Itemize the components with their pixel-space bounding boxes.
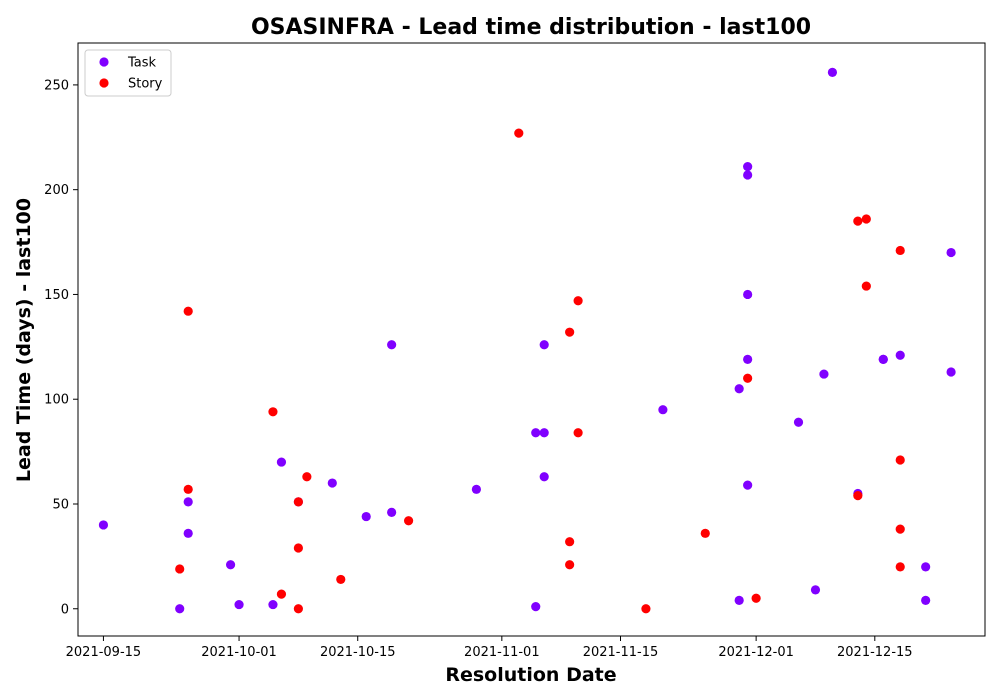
point-story-25 (895, 245, 905, 256)
x-axis-label: Resolution Date (445, 664, 616, 686)
point-task-11 (387, 340, 397, 350)
point-story-16 (573, 428, 583, 438)
point-story-9 (336, 574, 346, 585)
x-tick-label: 2021-10-15 (320, 645, 396, 660)
point-task-29 (819, 369, 829, 379)
legend-label-task: Task (127, 56, 157, 71)
point-story-12 (565, 327, 575, 337)
point-task-12 (387, 507, 397, 517)
point-story-14 (565, 560, 575, 570)
y-tick-label: 100 (44, 393, 69, 408)
point-story-27 (895, 524, 905, 534)
point-task-19 (658, 405, 668, 415)
point-story-7 (293, 604, 303, 614)
y-tick-label: 150 (44, 288, 69, 303)
y-axis: 0 50 100 150 200 250 (44, 78, 78, 617)
point-task-30 (827, 67, 838, 77)
point-task-25 (743, 354, 753, 365)
legend-marker-task (99, 57, 109, 67)
point-task-38 (946, 367, 956, 377)
point-task-3 (183, 497, 193, 507)
point-story-8 (302, 472, 312, 482)
point-task-17 (539, 340, 549, 350)
x-tick-label: 2021-12-15 (837, 645, 913, 660)
chart-title: OSASINFRA - Lead time distribution - las… (251, 15, 811, 40)
plot-area-frame (77, 42, 986, 637)
point-story-6 (293, 543, 303, 553)
y-tick-label: 50 (52, 497, 69, 512)
point-story-19 (743, 373, 753, 383)
point-story-10 (403, 516, 414, 526)
point-story-22 (853, 491, 863, 501)
point-task-18 (539, 472, 549, 482)
point-story-26 (895, 455, 905, 465)
point-task-15 (531, 602, 541, 612)
point-task-16 (539, 428, 549, 438)
point-task-6 (268, 599, 278, 610)
point-task-5 (234, 599, 244, 610)
data-points (98, 67, 956, 614)
point-task-27 (793, 417, 804, 427)
point-task-33 (878, 354, 888, 365)
point-story-3 (268, 407, 278, 417)
point-story-13 (565, 537, 575, 547)
point-task-1 (175, 604, 185, 614)
point-task-22 (743, 162, 753, 172)
x-tick-label: 2021-12-01 (718, 645, 794, 660)
y-tick-label: 250 (44, 78, 69, 93)
point-story-18 (700, 528, 710, 538)
point-story-4 (276, 589, 287, 599)
point-task-35 (921, 562, 931, 572)
point-story-21 (853, 216, 863, 226)
x-tick-label: 2021-10-01 (201, 645, 277, 660)
x-tick-label: 2021-11-01 (464, 645, 540, 660)
point-story-2 (183, 484, 193, 494)
point-task-20 (734, 384, 744, 394)
point-story-28 (895, 562, 905, 572)
point-story-20 (751, 593, 761, 603)
point-task-23 (743, 170, 753, 180)
point-task-37 (946, 247, 956, 258)
point-task-2 (183, 528, 193, 538)
point-story-17 (641, 604, 651, 614)
point-task-24 (743, 289, 753, 300)
x-tick-label: 2021-09-15 (66, 645, 142, 660)
point-task-36 (921, 595, 931, 605)
x-tick-label: 2021-11-15 (583, 645, 659, 660)
point-task-9 (327, 478, 337, 488)
x-axis: 2021-09-15 2021-10-01 2021-10-15 2021-11-01… (66, 636, 913, 660)
point-task-28 (810, 585, 821, 595)
point-story-24 (861, 281, 871, 291)
point-task-0 (98, 520, 109, 530)
point-task-13 (471, 484, 481, 494)
point-task-14 (531, 428, 541, 438)
point-task-21 (734, 595, 744, 605)
y-tick-label: 0 (61, 602, 69, 617)
point-story-15 (573, 296, 583, 306)
legend-marker-story (99, 78, 109, 88)
point-task-34 (895, 350, 905, 360)
point-story-23 (861, 214, 871, 224)
point-story-11 (514, 128, 524, 138)
point-story-1 (183, 306, 193, 316)
point-story-5 (293, 497, 303, 507)
y-axis-label: Lead Time (days) - last100 (13, 198, 35, 482)
legend-label-story: Story (128, 77, 163, 92)
point-task-7 (276, 457, 287, 467)
legend: Task Story (84, 49, 172, 97)
y-tick-label: 200 (44, 183, 69, 198)
point-task-4 (225, 560, 236, 570)
point-task-26 (743, 480, 753, 490)
point-story-0 (175, 564, 185, 574)
point-task-10 (361, 511, 371, 522)
